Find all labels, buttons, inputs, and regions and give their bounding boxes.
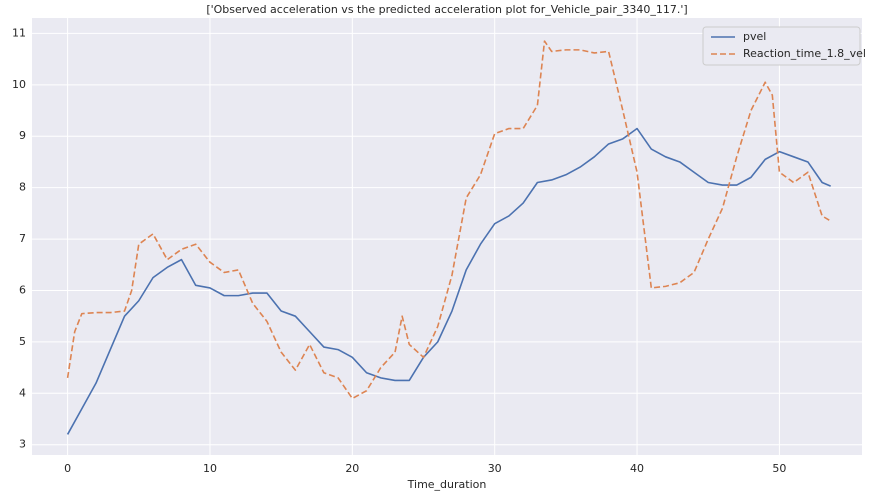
data-line <box>66 127 831 435</box>
y-tick-label: 8 <box>19 181 26 194</box>
x-tick-label: 30 <box>488 462 502 475</box>
legend-label: Reaction_time_1.8_vel <box>743 47 866 60</box>
y-tick-label: 9 <box>19 129 26 142</box>
y-tick-label: 10 <box>12 78 26 91</box>
y-tick-label: 3 <box>19 438 26 451</box>
x-axis-label: Time_duration <box>407 478 487 491</box>
legend-box <box>702 26 861 66</box>
plot-area <box>32 18 862 455</box>
data-line <box>66 40 832 400</box>
y-tick-label: 7 <box>19 232 26 245</box>
y-tick-label: 11 <box>12 26 26 39</box>
y-tick-label: 6 <box>19 283 26 296</box>
x-tick-label: 50 <box>772 462 786 475</box>
x-tick-label: 0 <box>64 462 71 475</box>
x-tick-label: 10 <box>203 462 217 475</box>
legend-label: pvel <box>743 30 766 43</box>
y-tick-label: 4 <box>19 386 26 399</box>
y-tick-label: 5 <box>19 335 26 348</box>
x-tick-label: 20 <box>345 462 359 475</box>
chart-title: ['Observed acceleration vs the predicted… <box>206 3 687 16</box>
x-tick-label: 40 <box>630 462 644 475</box>
